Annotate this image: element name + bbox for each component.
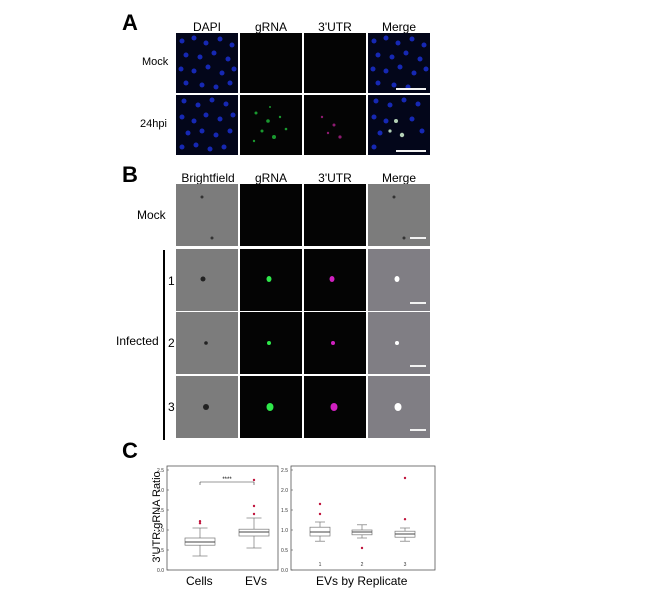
x-tick-label: 1 xyxy=(319,562,322,568)
panel-b-header-brightfield: Brightfield xyxy=(181,171,235,185)
scale-bar xyxy=(410,237,426,239)
outlier-point xyxy=(252,504,256,508)
x-category-evs: EVs xyxy=(245,574,268,588)
image-b-inf1-utr xyxy=(304,249,366,311)
scale-bar xyxy=(410,429,426,431)
y-tick-label: 0.0 xyxy=(157,568,164,574)
replicate-2-label: 2 xyxy=(168,336,175,350)
panel-b-header-grna: gRNA xyxy=(254,171,287,185)
infected-bracket xyxy=(163,250,165,440)
panel-c-letter: C xyxy=(122,438,138,463)
image-b-inf1-merge xyxy=(368,249,430,311)
outlier-point xyxy=(198,520,202,523)
image-b-inf2-merge xyxy=(368,312,430,374)
outlier-point xyxy=(360,546,364,550)
outlier-point xyxy=(318,512,322,516)
outlier-point xyxy=(318,502,322,506)
scale-bar xyxy=(396,150,426,152)
outlier-point xyxy=(252,478,256,482)
significance-label: **** xyxy=(222,477,232,483)
image-a-mock-utr xyxy=(304,33,366,93)
panel-b-header-utr: 3'UTR xyxy=(318,171,352,185)
image-b-inf3-grna xyxy=(240,376,302,438)
outlier-point xyxy=(198,522,202,525)
image-b-mock-utr xyxy=(304,184,366,246)
right-x-axis-label: EVs by Replicate xyxy=(316,574,408,588)
image-b-mock-grna xyxy=(240,184,302,246)
x-tick-label: 3 xyxy=(404,562,407,568)
image-a-mock-dapi xyxy=(176,33,238,93)
panel-a-header-dapi: DAPI xyxy=(192,20,221,34)
image-b-inf3-utr xyxy=(304,376,366,438)
replicate-1-label: 1 xyxy=(168,274,175,288)
outlier-point xyxy=(403,476,407,480)
replicate-3-label: 3 xyxy=(168,400,175,414)
panel-a-header-merge: Merge xyxy=(381,20,416,34)
outlier-point xyxy=(403,518,407,521)
panel-a-row-24hpi: 24hpi xyxy=(140,118,167,130)
outlier-point xyxy=(252,512,256,516)
y-tick-label: 2.0 xyxy=(157,488,164,494)
scale-bar xyxy=(410,365,426,367)
scale-bar xyxy=(410,302,426,304)
panel-b-row-infected: Infected xyxy=(116,334,159,348)
image-a-mock-merge xyxy=(368,33,430,93)
panel-b-header-merge: Merge xyxy=(381,171,416,185)
panel-a-row-mock: Mock xyxy=(142,56,169,68)
y-tick-label: 1.5 xyxy=(157,508,164,514)
x-tick-label: 2 xyxy=(361,562,364,568)
scale-bar xyxy=(396,88,426,90)
y-tick-label: 2.5 xyxy=(281,468,288,474)
y-tick-label: 0.5 xyxy=(157,548,164,554)
left-chart-frame xyxy=(166,465,279,571)
panel-a-header-utr: 3'UTR xyxy=(318,20,352,34)
image-b-inf3-brightfield xyxy=(176,376,238,438)
box-iqr xyxy=(238,528,270,537)
image-a-24hpi-utr xyxy=(304,95,366,155)
image-b-inf2-utr xyxy=(304,312,366,374)
y-tick-label: 2.0 xyxy=(281,488,288,494)
y-tick-label: 1.5 xyxy=(281,508,288,514)
image-a-24hpi-grna xyxy=(240,95,302,155)
panel-a-header-grna: gRNA xyxy=(254,20,287,34)
image-b-inf1-grna xyxy=(240,249,302,311)
y-axis-label: 3'UTR:gRNA Ratio xyxy=(151,471,163,562)
image-b-inf1-brightfield xyxy=(176,249,238,311)
x-category-cells: Cells xyxy=(186,574,213,588)
right-chart-frame xyxy=(290,465,436,571)
panel-a-letter: A xyxy=(122,10,138,35)
image-a-mock-grna xyxy=(240,33,302,93)
y-tick-label: 1.0 xyxy=(157,528,164,534)
y-tick-label: 2.5 xyxy=(157,468,164,474)
image-b-mock-brightfield xyxy=(176,184,238,246)
y-tick-label: 0.0 xyxy=(281,568,288,574)
y-tick-label: 0.5 xyxy=(281,548,288,554)
image-b-inf2-grna xyxy=(240,312,302,374)
y-tick-label: 1.0 xyxy=(281,528,288,534)
image-a-24hpi-dapi xyxy=(176,95,238,155)
panel-b-letter: B xyxy=(122,162,138,187)
image-a-24hpi-merge xyxy=(368,95,430,155)
panel-b-row-mock: Mock xyxy=(137,208,166,222)
image-b-inf3-merge xyxy=(368,376,430,438)
image-b-inf2-brightfield xyxy=(176,312,238,374)
image-b-mock-merge xyxy=(368,184,430,246)
